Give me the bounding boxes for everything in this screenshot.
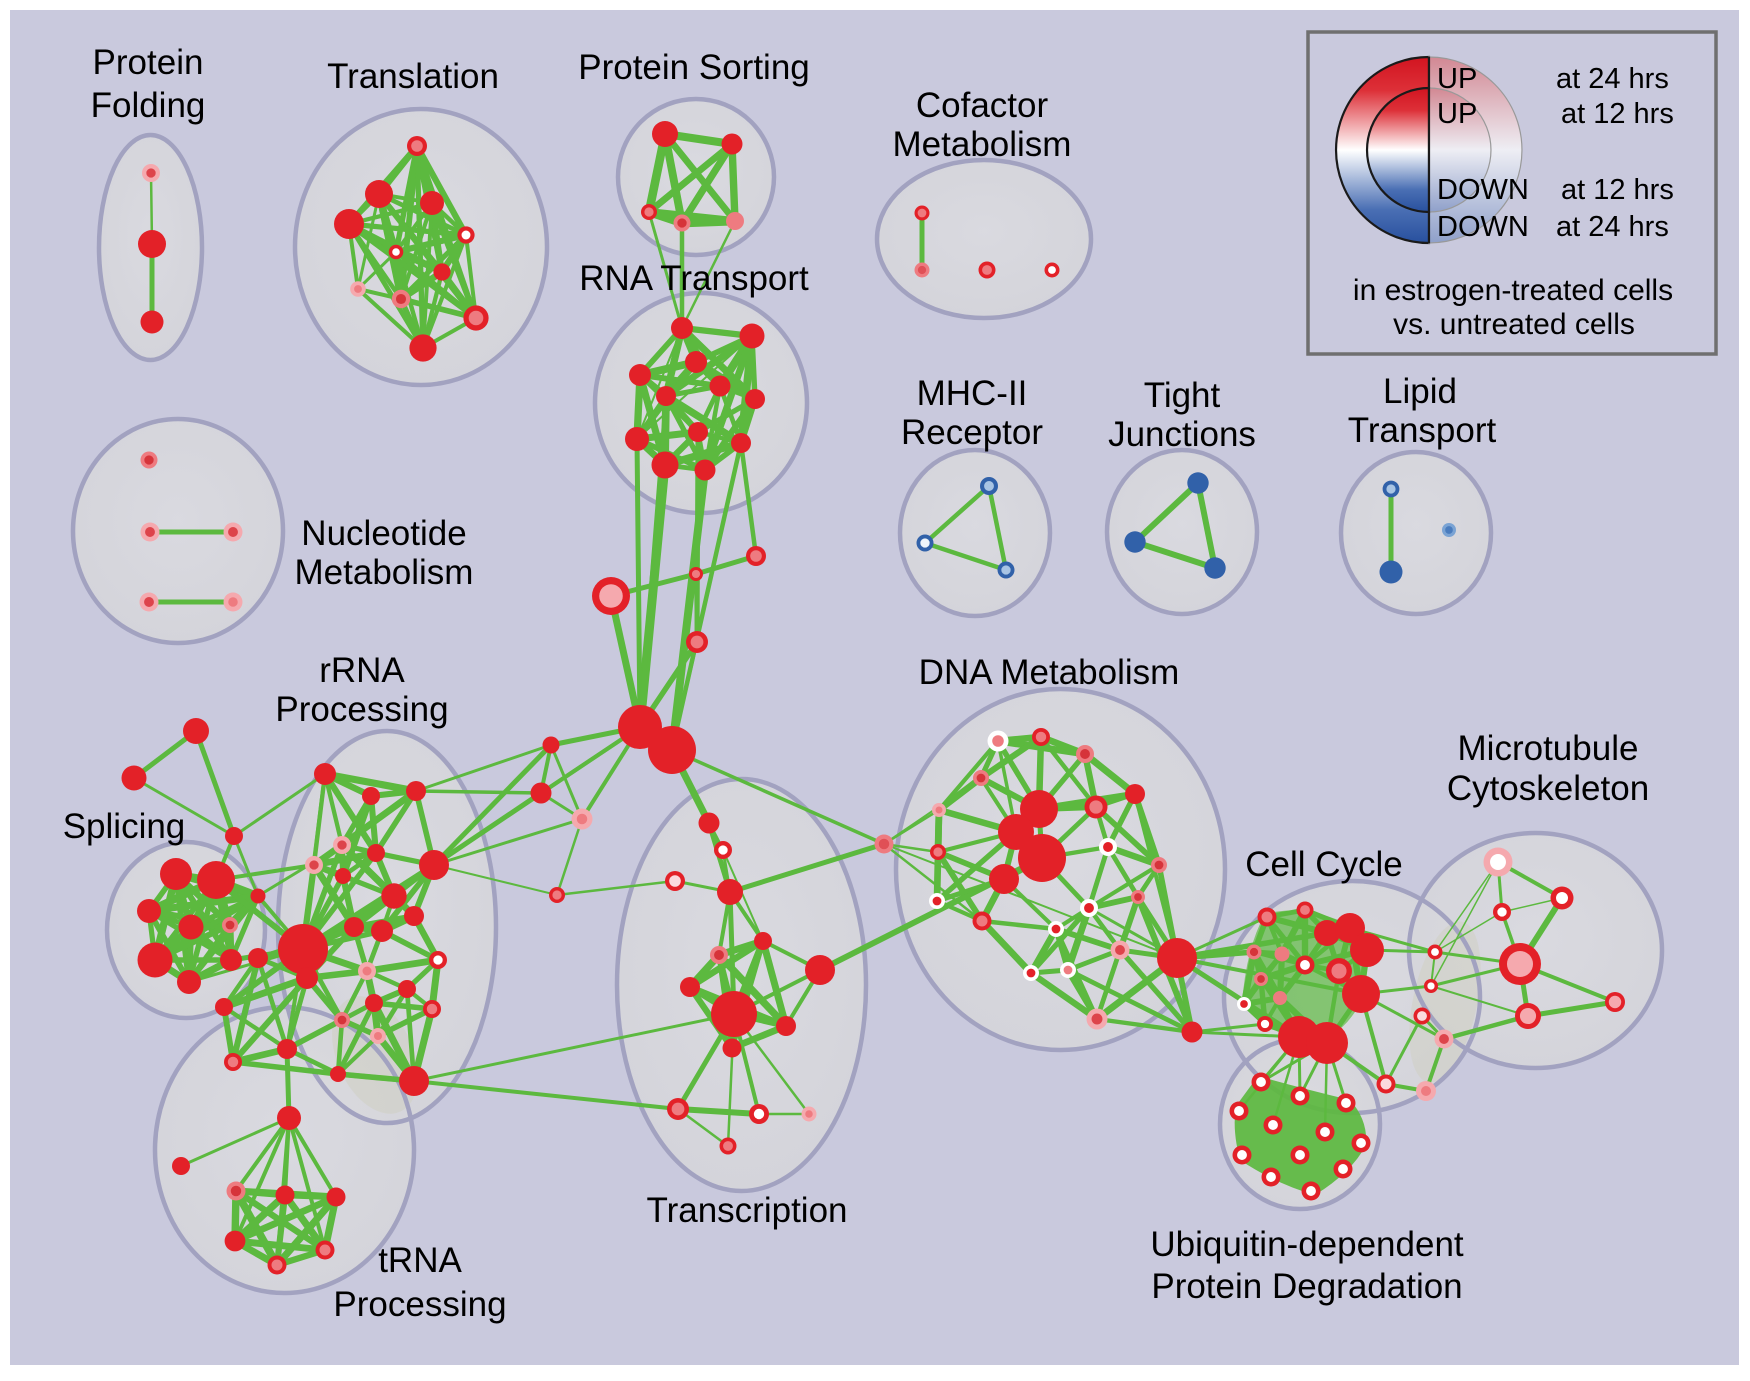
svg-text:at 12 hrs: at 12 hrs [1561,174,1674,206]
svg-text:Translation: Translation [327,57,499,96]
svg-text:Receptor: Receptor [901,413,1043,452]
svg-text:MHC-II: MHC-II [917,374,1028,413]
svg-text:Nucleotide: Nucleotide [301,514,466,553]
svg-text:Protein Degradation: Protein Degradation [1151,1267,1462,1306]
svg-text:Tight: Tight [1144,376,1221,415]
svg-text:Microtubule: Microtubule [1458,729,1639,768]
svg-text:UP: UP [1437,98,1477,130]
svg-text:DOWN: DOWN [1437,174,1529,206]
svg-text:at 12 hrs: at 12 hrs [1561,98,1674,130]
svg-text:UP: UP [1437,63,1477,95]
svg-text:Cofactor: Cofactor [916,86,1049,125]
svg-text:Metabolism: Metabolism [295,553,474,592]
svg-text:DOWN: DOWN [1437,211,1529,243]
svg-text:Protein Sorting: Protein Sorting [578,48,810,87]
svg-text:Cell Cycle: Cell Cycle [1245,845,1403,884]
svg-text:at 24 hrs: at 24 hrs [1556,63,1669,95]
svg-text:Junctions: Junctions [1108,415,1256,454]
svg-text:RNA Transport: RNA Transport [579,259,809,298]
svg-text:Transcription: Transcription [647,1191,848,1230]
svg-text:in estrogen-treated cells: in estrogen-treated cells [1353,274,1673,307]
svg-text:Processing: Processing [333,1285,506,1324]
svg-text:rRNA: rRNA [319,651,405,690]
svg-text:at 24 hrs: at 24 hrs [1556,211,1669,243]
svg-text:Metabolism: Metabolism [893,125,1072,164]
svg-text:Cytoskeleton: Cytoskeleton [1447,769,1649,808]
svg-text:Ubiquitin-dependent: Ubiquitin-dependent [1150,1225,1464,1264]
svg-text:Processing: Processing [275,690,448,729]
svg-text:vs. untreated cells: vs. untreated cells [1393,308,1635,341]
svg-text:tRNA: tRNA [378,1241,462,1280]
svg-text:Lipid: Lipid [1383,372,1457,411]
svg-text:Folding: Folding [91,86,206,125]
svg-text:Splicing: Splicing [63,807,186,846]
svg-text:Protein: Protein [93,43,204,82]
svg-text:Transport: Transport [1348,411,1497,450]
svg-text:DNA Metabolism: DNA Metabolism [919,653,1180,692]
